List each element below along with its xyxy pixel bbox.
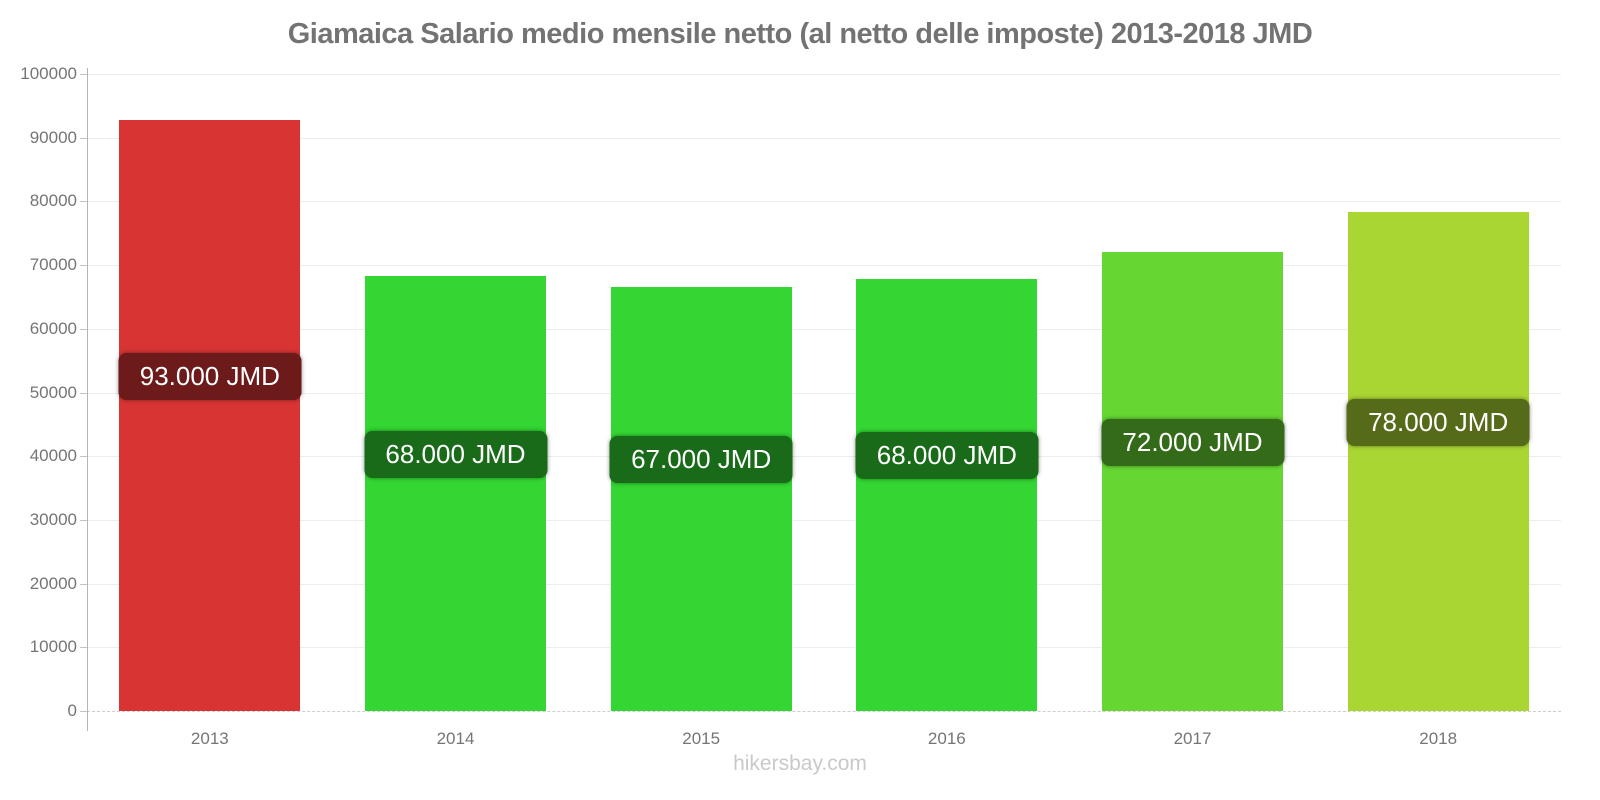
chart-title: Giamaica Salario medio mensile netto (al…: [287, 18, 1313, 50]
value-label-2014: 68.000 JMD: [364, 430, 547, 478]
y-tick-label: 90000: [29, 127, 77, 147]
y-tick-label: 100000: [20, 64, 77, 83]
bar-2014[interactable]: 68.000 JMD: [364, 276, 547, 711]
y-tick-mark: [80, 647, 87, 649]
y-tick-mark: [80, 328, 87, 330]
y-gridline: [87, 519, 1561, 521]
y-gridline: [87, 74, 1561, 75]
y-axis-line: [87, 68, 88, 731]
y-tick-label: 10000: [29, 637, 77, 657]
y-tick-label: 60000: [29, 318, 77, 338]
value-label-2018: 78.000 JMD: [1346, 398, 1530, 446]
y-tick-label: 30000: [29, 509, 77, 529]
y-tick-mark: [80, 137, 87, 139]
y-gridline: [87, 456, 1561, 458]
y-tick-label: 0: [67, 701, 77, 720]
y-tick-mark: [80, 392, 87, 394]
y-tick-label: 20000: [29, 573, 77, 593]
x-tick-label-2016: 2016: [927, 729, 966, 748]
value-label-2016: 68.000 JMD: [855, 432, 1039, 479]
x-tick-label-2017: 2017: [1173, 729, 1212, 748]
value-label-2013: 93.000 JMD: [118, 352, 302, 400]
watermark-link[interactable]: hikersbay.com: [733, 752, 867, 775]
y-tick-label: 50000: [29, 382, 77, 402]
y-tick-mark: [80, 583, 87, 585]
y-gridline: [87, 647, 1561, 649]
y-gridline: [87, 583, 1561, 585]
y-tick-mark: [80, 519, 87, 521]
bar-2016[interactable]: 68.000 JMD: [855, 279, 1039, 711]
y-tick-label: 80000: [29, 191, 77, 211]
y-gridline: [87, 201, 1561, 203]
x-tick-label-2013: 2013: [190, 729, 229, 748]
y-tick-mark: [80, 456, 87, 458]
value-label-2015: 67.000 JMD: [609, 436, 793, 483]
y-tick-label: 70000: [29, 255, 77, 275]
y-gridline: [87, 137, 1561, 139]
x-tick-label-2015: 2015: [682, 729, 721, 748]
y-tick-mark: [80, 711, 87, 712]
x-tick-label-2018: 2018: [1419, 729, 1458, 748]
value-label-2017: 72.000 JMD: [1101, 418, 1284, 466]
bar-2017[interactable]: 72.000 JMD: [1101, 252, 1284, 711]
y-tick-mark: [80, 265, 87, 267]
bar-2018[interactable]: 78.000 JMD: [1346, 212, 1530, 711]
y-tick-mark: [80, 74, 87, 75]
y-gridline: [87, 328, 1561, 330]
y-gridline: [87, 265, 1561, 267]
bar-2015[interactable]: 67.000 JMD: [609, 287, 793, 711]
y-gridline: [87, 392, 1561, 394]
x-tick-label-2014: 2014: [436, 729, 475, 748]
x-axis-line: [87, 711, 1561, 712]
y-tick-mark: [80, 201, 87, 203]
bar-2013[interactable]: 93.000 JMD: [118, 120, 302, 711]
y-tick-label: 40000: [29, 446, 77, 466]
